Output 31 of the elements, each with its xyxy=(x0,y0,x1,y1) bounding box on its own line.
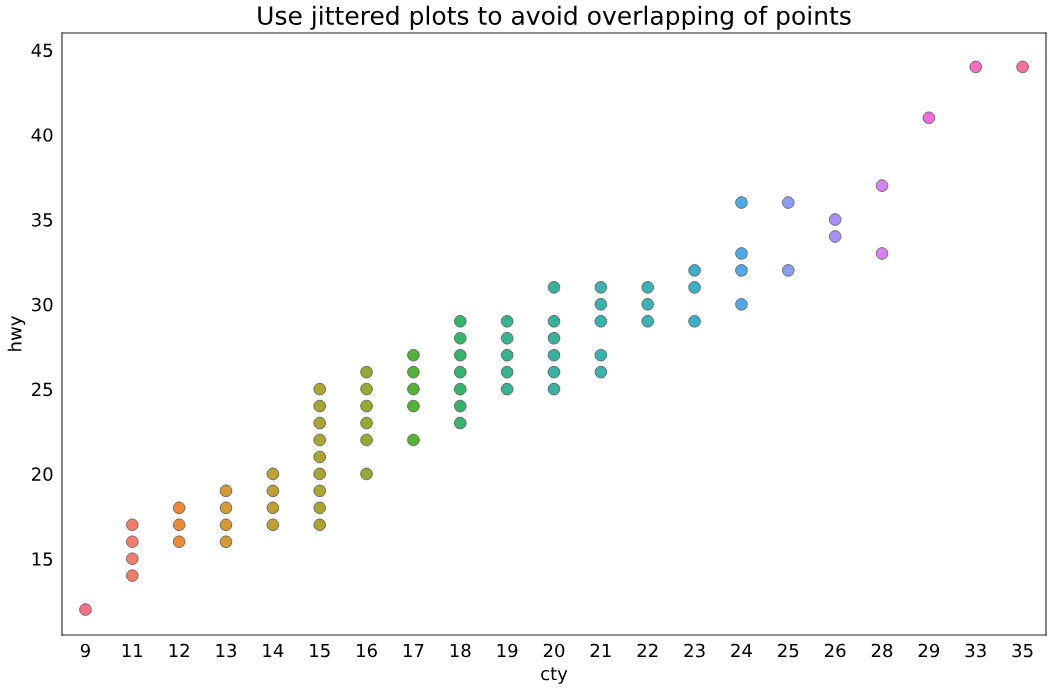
x-tick-label: 11 xyxy=(122,643,143,658)
x-tick-label: 35 xyxy=(1012,643,1033,658)
x-tick-label: 29 xyxy=(918,643,940,658)
chart-title: Use jittered plots to avoid overlapping of points xyxy=(258,5,851,30)
y-tick-label: 45 xyxy=(31,43,53,58)
x-tick-label: 16 xyxy=(357,643,377,658)
y-tick-label: 25 xyxy=(32,382,53,397)
y-tick-label: 40 xyxy=(31,128,53,142)
x-tick-label: 18 xyxy=(450,643,471,658)
y-tick-label: 30 xyxy=(32,297,53,312)
x-tick-label: 19 xyxy=(497,643,518,658)
x-tick-label: 28 xyxy=(871,643,893,658)
x-tick-label: 25 xyxy=(778,643,799,658)
x-tick-label: 24 xyxy=(731,643,752,658)
x-tick-label: 26 xyxy=(824,643,846,658)
x-tick-label: 15 xyxy=(310,643,330,658)
x-tick-label: 21 xyxy=(590,643,611,658)
y-tick-label: 35 xyxy=(32,212,53,227)
x-axis-title: cty xyxy=(541,667,568,684)
y-tick-label: 15 xyxy=(32,552,53,566)
x-tick-label: 12 xyxy=(169,643,189,658)
x-tick-label: 9 xyxy=(80,643,90,658)
x-tick-label: 13 xyxy=(216,643,237,658)
x-tick-label: 17 xyxy=(403,643,424,658)
x-tick-label: 14 xyxy=(263,643,284,658)
x-tick-label: 22 xyxy=(637,643,658,658)
x-tick-label: 33 xyxy=(965,643,986,658)
y-tick-label: 20 xyxy=(32,467,53,482)
x-tick-label: 23 xyxy=(684,643,705,658)
x-tick-label: 20 xyxy=(543,643,565,658)
y-axis-title: hwy xyxy=(7,316,26,351)
